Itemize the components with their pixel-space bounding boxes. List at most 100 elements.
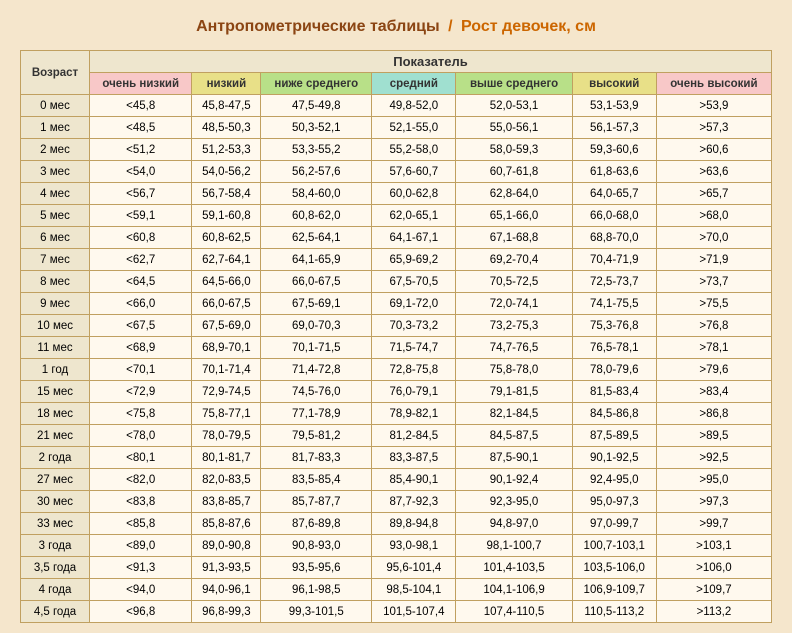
value-cell: 58,0-59,3 bbox=[456, 139, 572, 161]
value-cell: 64,1-67,1 bbox=[372, 227, 456, 249]
value-cell: 92,4-95,0 bbox=[572, 469, 656, 491]
table-row: 7 мес<62,762,7-64,164,1-65,965,9-69,269,… bbox=[21, 249, 772, 271]
value-cell: >92,5 bbox=[656, 447, 771, 469]
table-row: 21 мес<78,078,0-79,579,5-81,281,2-84,584… bbox=[21, 425, 772, 447]
value-cell: 69,0-70,3 bbox=[261, 315, 372, 337]
value-cell: >60,6 bbox=[656, 139, 771, 161]
value-cell: 58,4-60,0 bbox=[261, 183, 372, 205]
value-cell: 59,3-60,6 bbox=[572, 139, 656, 161]
value-cell: >76,8 bbox=[656, 315, 771, 337]
value-cell: >106,0 bbox=[656, 557, 771, 579]
value-cell: 78,0-79,5 bbox=[192, 425, 261, 447]
value-cell: 45,8-47,5 bbox=[192, 95, 261, 117]
table-row: 3 года<89,089,0-90,890,8-93,093,0-98,198… bbox=[21, 535, 772, 557]
value-cell: <60,8 bbox=[90, 227, 192, 249]
value-cell: 66,0-68,0 bbox=[572, 205, 656, 227]
value-cell: >83,4 bbox=[656, 381, 771, 403]
table-row: 2 года<80,180,1-81,781,7-83,383,3-87,587… bbox=[21, 447, 772, 469]
value-cell: 93,0-98,1 bbox=[372, 535, 456, 557]
value-cell: 55,2-58,0 bbox=[372, 139, 456, 161]
value-cell: 62,0-65,1 bbox=[372, 205, 456, 227]
value-cell: 98,1-100,7 bbox=[456, 535, 572, 557]
col-above-avg: выше среднего bbox=[456, 73, 572, 95]
value-cell: <70,1 bbox=[90, 359, 192, 381]
value-cell: >103,1 bbox=[656, 535, 771, 557]
value-cell: 92,3-95,0 bbox=[456, 491, 572, 513]
age-cell: 0 мес bbox=[21, 95, 90, 117]
value-cell: 53,1-53,9 bbox=[572, 95, 656, 117]
anthropometric-table: Возраст Показатель очень низкий низкий н… bbox=[20, 50, 772, 623]
value-cell: 79,1-81,5 bbox=[456, 381, 572, 403]
value-cell: <68,9 bbox=[90, 337, 192, 359]
table-row: 5 мес<59,159,1-60,860,8-62,062,0-65,165,… bbox=[21, 205, 772, 227]
value-cell: 69,2-70,4 bbox=[456, 249, 572, 271]
age-cell: 4 мес bbox=[21, 183, 90, 205]
value-cell: >73,7 bbox=[656, 271, 771, 293]
value-cell: >78,1 bbox=[656, 337, 771, 359]
value-cell: 110,5-113,2 bbox=[572, 601, 656, 623]
value-cell: 85,7-87,7 bbox=[261, 491, 372, 513]
value-cell: <62,7 bbox=[90, 249, 192, 271]
value-cell: <48,5 bbox=[90, 117, 192, 139]
value-cell: 93,5-95,6 bbox=[261, 557, 372, 579]
age-cell: 10 мес bbox=[21, 315, 90, 337]
value-cell: <67,5 bbox=[90, 315, 192, 337]
value-cell: 67,5-69,0 bbox=[192, 315, 261, 337]
value-cell: 72,8-75,8 bbox=[372, 359, 456, 381]
value-cell: 87,5-89,5 bbox=[572, 425, 656, 447]
value-cell: 70,1-71,4 bbox=[192, 359, 261, 381]
age-cell: 3 мес bbox=[21, 161, 90, 183]
value-cell: 90,8-93,0 bbox=[261, 535, 372, 557]
col-low: низкий bbox=[192, 73, 261, 95]
value-cell: 95,0-97,3 bbox=[572, 491, 656, 513]
value-cell: 60,8-62,5 bbox=[192, 227, 261, 249]
value-cell: 67,5-69,1 bbox=[261, 293, 372, 315]
value-cell: 94,0-96,1 bbox=[192, 579, 261, 601]
age-cell: 2 мес bbox=[21, 139, 90, 161]
value-cell: 74,7-76,5 bbox=[456, 337, 572, 359]
value-cell: 89,8-94,8 bbox=[372, 513, 456, 535]
value-cell: >97,3 bbox=[656, 491, 771, 513]
value-cell: 62,5-64,1 bbox=[261, 227, 372, 249]
page-title: Антропометрические таблицы / Рост девоче… bbox=[20, 18, 772, 36]
col-very-high: очень высокий bbox=[656, 73, 771, 95]
value-cell: 84,5-86,8 bbox=[572, 403, 656, 425]
value-cell: 81,7-83,3 bbox=[261, 447, 372, 469]
age-cell: 6 мес bbox=[21, 227, 90, 249]
value-cell: 56,2-57,6 bbox=[261, 161, 372, 183]
value-cell: 52,0-53,1 bbox=[456, 95, 572, 117]
value-cell: >75,5 bbox=[656, 293, 771, 315]
value-cell: <64,5 bbox=[90, 271, 192, 293]
age-cell: 2 года bbox=[21, 447, 90, 469]
value-cell: 75,3-76,8 bbox=[572, 315, 656, 337]
value-cell: 82,1-84,5 bbox=[456, 403, 572, 425]
value-cell: <83,8 bbox=[90, 491, 192, 513]
table-row: 1 мес<48,548,5-50,350,3-52,152,1-55,055,… bbox=[21, 117, 772, 139]
value-cell: 70,3-73,2 bbox=[372, 315, 456, 337]
value-cell: 57,6-60,7 bbox=[372, 161, 456, 183]
value-cell: 89,0-90,8 bbox=[192, 535, 261, 557]
table-row: 4 мес<56,756,7-58,458,4-60,060,0-62,862,… bbox=[21, 183, 772, 205]
value-cell: 84,5-87,5 bbox=[456, 425, 572, 447]
table-row: 3 мес<54,054,0-56,256,2-57,657,6-60,760,… bbox=[21, 161, 772, 183]
value-cell: 48,5-50,3 bbox=[192, 117, 261, 139]
table-row: 9 мес<66,066,0-67,567,5-69,169,1-72,072,… bbox=[21, 293, 772, 315]
age-cell: 27 мес bbox=[21, 469, 90, 491]
value-cell: >63,6 bbox=[656, 161, 771, 183]
value-cell: 77,1-78,9 bbox=[261, 403, 372, 425]
header-age: Возраст bbox=[21, 51, 90, 95]
col-below-avg: ниже среднего bbox=[261, 73, 372, 95]
value-cell: 70,1-71,5 bbox=[261, 337, 372, 359]
age-cell: 11 мес bbox=[21, 337, 90, 359]
value-cell: <94,0 bbox=[90, 579, 192, 601]
value-cell: 50,3-52,1 bbox=[261, 117, 372, 139]
header-indicator: Показатель bbox=[90, 51, 772, 73]
value-cell: >89,5 bbox=[656, 425, 771, 447]
value-cell: 87,6-89,8 bbox=[261, 513, 372, 535]
age-cell: 1 год bbox=[21, 359, 90, 381]
table-row: 8 мес<64,564,5-66,066,0-67,567,5-70,570,… bbox=[21, 271, 772, 293]
value-cell: 87,7-92,3 bbox=[372, 491, 456, 513]
value-cell: 106,9-109,7 bbox=[572, 579, 656, 601]
table-row: 30 мес<83,883,8-85,785,7-87,787,7-92,392… bbox=[21, 491, 772, 513]
value-cell: 65,1-66,0 bbox=[456, 205, 572, 227]
